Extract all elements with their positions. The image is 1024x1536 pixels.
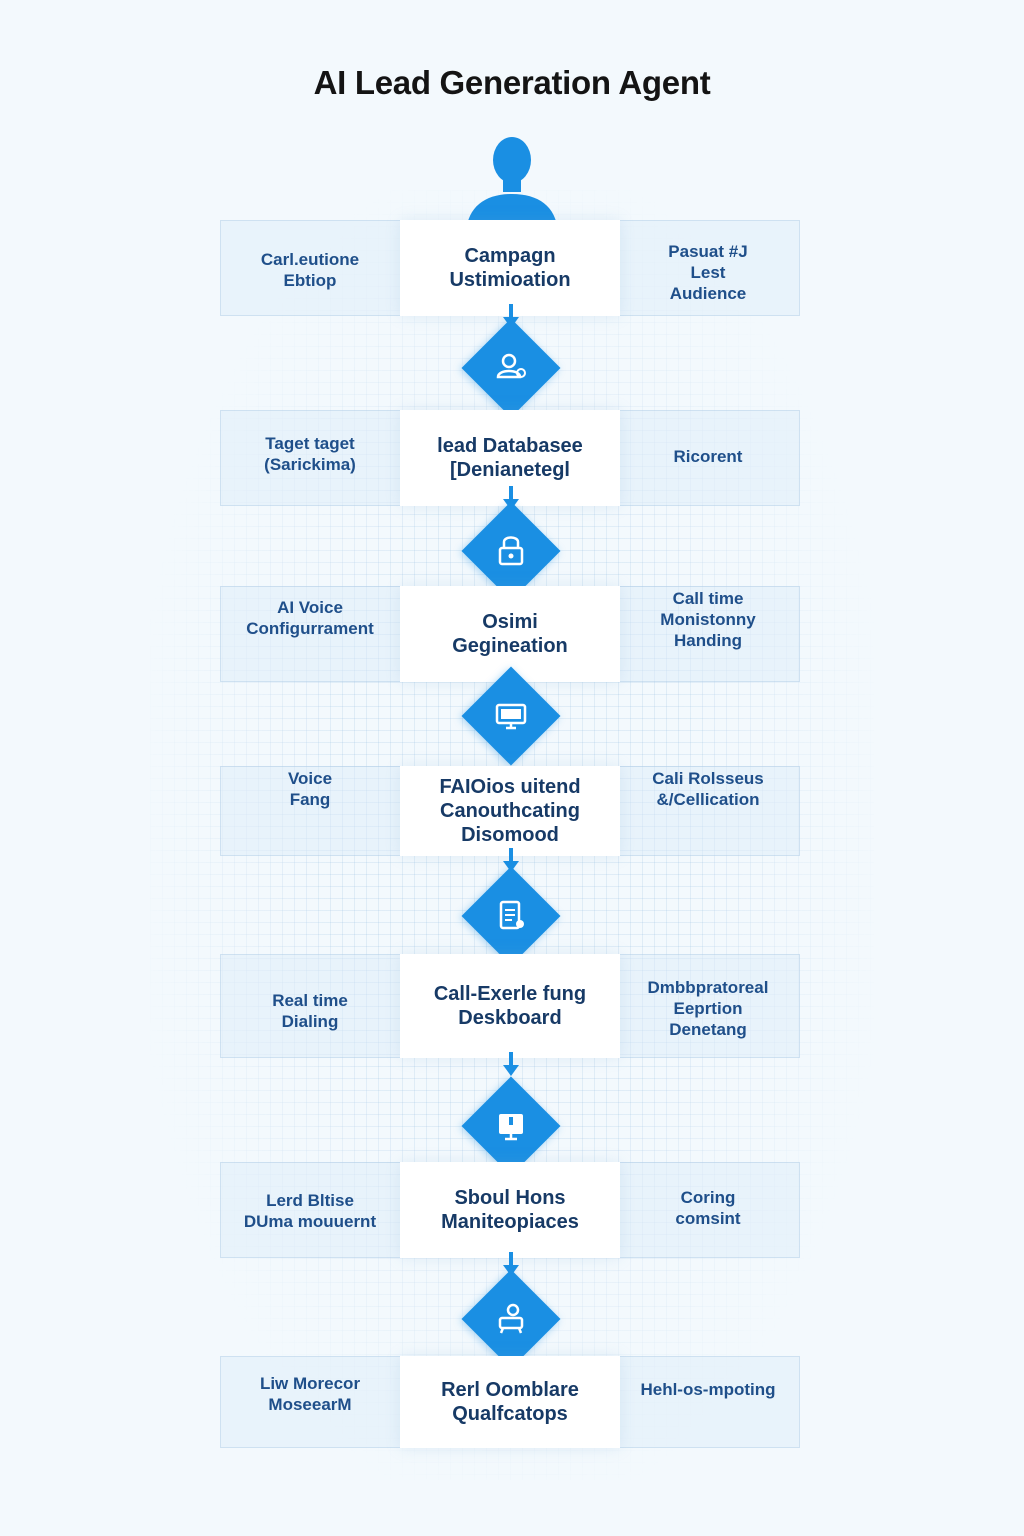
step-label: FAIOios uitend Canouthcating Disomood <box>439 776 581 846</box>
step-box: Osimi Gegineation <box>400 586 620 682</box>
step-label: Campagn Ustimioation <box>449 245 571 291</box>
step-box: Campagn Ustimioation <box>400 220 620 316</box>
lock-icon <box>498 536 524 566</box>
monitor-icon <box>495 703 527 730</box>
step-label: Osimi Gegineation <box>452 611 568 657</box>
step-left-note: AI Voice Configurrament <box>246 598 374 638</box>
step-box: FAIOios uitend Canouthcating Disomood <box>400 766 620 856</box>
step-left-note: Carl.eutione Ebtiop <box>260 250 360 290</box>
step-box: Rerl Oomblare Qualfcatops <box>400 1356 620 1448</box>
robot-icon <box>498 1303 524 1334</box>
page-title: AI Lead Generation Agent <box>313 64 711 101</box>
step-label: Call-Exerle fung Deskboard <box>433 983 587 1029</box>
step-box: Sboul Hons Maniteopiaces <box>400 1162 620 1258</box>
step-label: Sboul Hons Maniteopiaces <box>441 1187 579 1233</box>
step-right-note: Cali Rolsseus &/Cellication <box>652 769 764 809</box>
step-box: Call-Exerle fung Deskboard <box>400 954 620 1058</box>
step-left-note: Real time Dialing <box>272 991 348 1031</box>
step-left-note: Lerd Bltise DUma mouuernt <box>243 1191 377 1231</box>
step-right-note: Coring comsint <box>675 1188 741 1228</box>
step-left-note: Voice Fang <box>287 769 333 809</box>
step-right-note: Pasuat #J Lest Audience <box>668 242 748 303</box>
dashboard-icon <box>499 1114 523 1141</box>
arrow-down-icon <box>503 848 519 872</box>
step-left-note: Taget taget (Sarickima) <box>264 434 356 474</box>
step-right-note: Dmbbpratoreal Eeprtion Denetang <box>647 978 769 1039</box>
document-icon <box>499 900 524 930</box>
step-label: Rerl Oomblare Qualfcatops <box>441 1379 579 1425</box>
arrow-down-icon <box>503 1052 519 1076</box>
step-left-note: Liw Morecor MoseearM <box>259 1374 361 1414</box>
step-right-note: Hehl-os-mpoting <box>640 1380 776 1399</box>
user-icon <box>466 137 558 232</box>
step-label: lead Databasee [Denianetegl <box>437 435 583 481</box>
user-search-icon <box>496 353 526 379</box>
step-right-note: Ricorent <box>673 447 743 466</box>
step-right-note: Call time Monistonny Handing <box>660 589 756 650</box>
